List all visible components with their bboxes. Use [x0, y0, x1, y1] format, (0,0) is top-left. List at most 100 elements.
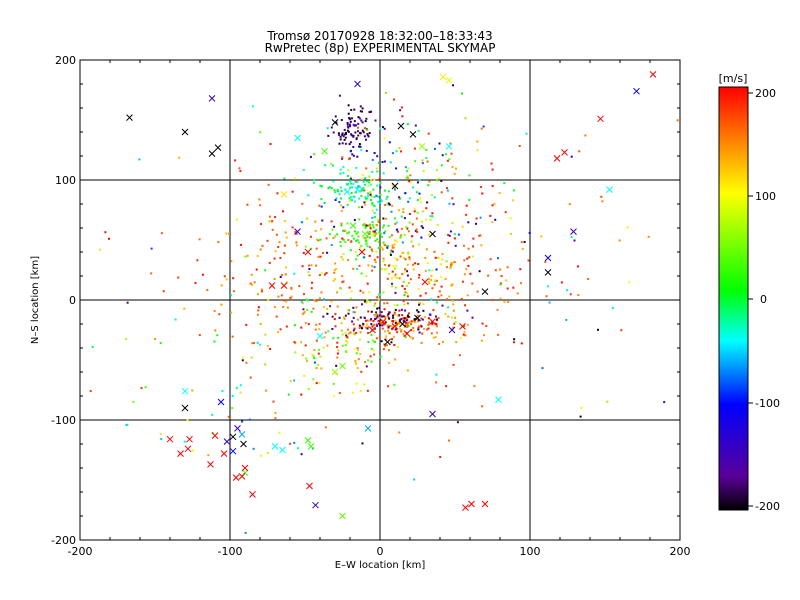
data-point: [481, 192, 484, 195]
data-point: [275, 233, 278, 236]
data-point: [338, 134, 341, 136]
data-point: [398, 327, 401, 330]
data-point: [370, 110, 373, 113]
data-point: [407, 230, 410, 233]
data-point: [352, 146, 355, 148]
data-point: [355, 258, 358, 261]
data-point: [411, 223, 414, 226]
data-point: [341, 157, 344, 160]
data-point: [420, 220, 423, 223]
data-point: [356, 231, 359, 234]
data-point: [480, 339, 483, 342]
data-point: [628, 281, 631, 284]
data-point: [344, 344, 347, 347]
data-point: [406, 369, 409, 372]
data-point: [428, 269, 431, 272]
data-point: [466, 257, 469, 260]
data-point: [353, 237, 355, 240]
data-point: [387, 329, 390, 332]
data-point: [397, 209, 400, 212]
y-tick-label: 0: [69, 294, 76, 307]
data-point: [426, 160, 429, 163]
data-point: [408, 197, 411, 200]
data-point: [242, 356, 245, 359]
data-point: [415, 191, 418, 194]
data-point: [428, 281, 431, 283]
data-point: [261, 244, 264, 247]
data-point: [362, 181, 365, 183]
data-point: [355, 124, 357, 127]
data-point: [377, 195, 380, 198]
data-point: [348, 197, 351, 200]
data-point: [380, 321, 383, 323]
data-point: [330, 244, 333, 246]
data-point: [367, 310, 370, 313]
data-point: [324, 426, 327, 429]
data-point: [334, 262, 337, 265]
data-point: [374, 119, 377, 122]
data-point: [445, 260, 448, 263]
data-point: [548, 301, 551, 304]
data-point: [375, 208, 378, 211]
data-point: [382, 322, 385, 324]
data-point: [307, 388, 310, 390]
data-point: [355, 332, 358, 334]
data-point: [521, 247, 524, 250]
data-point: [358, 327, 361, 329]
data-point: [379, 193, 382, 196]
data-point: [284, 273, 287, 276]
data-point: [373, 231, 376, 234]
data-point: [417, 263, 420, 265]
data-point: [273, 277, 276, 280]
data-point: [379, 246, 382, 249]
data-point: [376, 170, 379, 173]
data-cross: [384, 338, 391, 346]
data-point: [384, 189, 386, 192]
data-point: [220, 303, 223, 306]
data-point: [126, 301, 129, 304]
data-point: [427, 323, 430, 326]
data-point: [369, 193, 372, 196]
data-point: [350, 290, 353, 293]
data-cross: [241, 464, 249, 472]
data-point: [503, 301, 506, 304]
data-point: [400, 106, 403, 109]
data-point: [406, 227, 409, 230]
data-cross: [481, 288, 489, 295]
data-point: [273, 257, 276, 260]
data-point: [451, 222, 454, 225]
data-point: [388, 361, 391, 364]
data-point: [422, 303, 425, 306]
data-point: [516, 292, 519, 295]
data-point: [437, 177, 440, 180]
data-point: [315, 264, 317, 267]
data-cross: [331, 119, 339, 126]
data-point: [314, 220, 317, 223]
data-point: [465, 204, 468, 207]
data-point: [347, 239, 350, 241]
data-point: [393, 187, 396, 189]
data-point: [361, 206, 364, 209]
data-point: [475, 217, 478, 220]
data-point: [367, 341, 370, 343]
data-point: [301, 354, 304, 357]
data-point: [406, 323, 409, 326]
data-point: [214, 329, 217, 332]
data-point: [367, 332, 370, 334]
data-point: [301, 202, 304, 205]
data-point: [265, 389, 268, 392]
data-point: [245, 361, 248, 364]
data-point: [387, 324, 390, 327]
data-point: [365, 319, 367, 322]
data-point: [359, 246, 362, 249]
data-point: [306, 299, 309, 302]
data-point: [462, 325, 465, 328]
data-point: [300, 453, 303, 456]
data-point: [285, 325, 288, 328]
data-point: [418, 303, 421, 306]
data-point: [300, 393, 303, 396]
data-point: [344, 314, 347, 317]
data-point: [355, 382, 358, 385]
data-point: [494, 269, 497, 272]
data-point: [452, 203, 455, 206]
